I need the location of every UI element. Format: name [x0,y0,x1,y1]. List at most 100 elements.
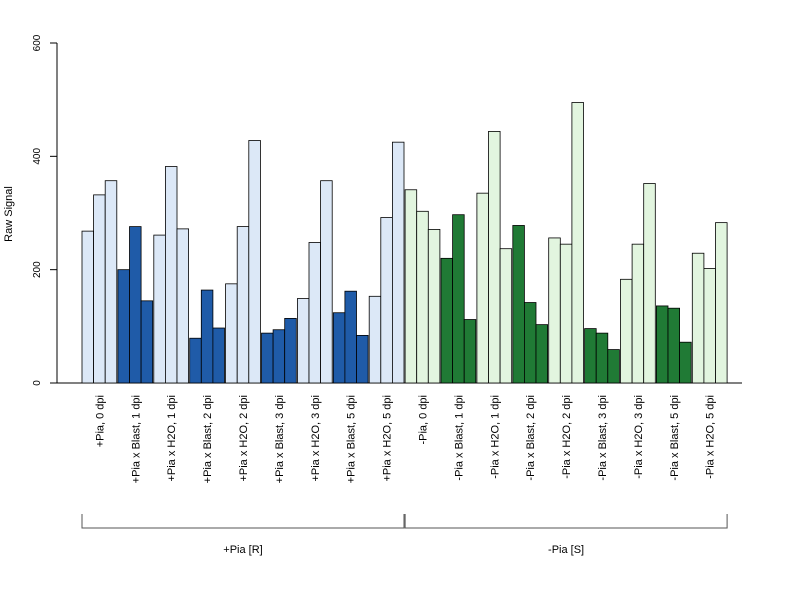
bar [656,305,669,384]
bar [176,228,190,384]
bar [225,283,238,384]
bar-group [225,140,261,384]
category-label: +Pia x H2O, 3 dpi [310,395,322,482]
category-label: +Pia x Blast, 2 dpi [202,395,214,483]
category-label: -Pia x Blast, 1 dpi [453,395,465,481]
bar-group [296,180,333,384]
bar [104,180,118,384]
bar [261,332,274,384]
bar [584,328,597,384]
bar [404,189,418,384]
category-label: +Pia x Blast, 1 dpi [130,395,142,483]
bar [476,192,489,384]
bar [595,332,609,384]
bar [643,183,656,384]
bar [499,248,513,384]
category-label: +Pia x H2O, 5 dpi [382,395,394,482]
bar-group [548,102,584,384]
bar-group [368,141,405,384]
bar [620,278,633,384]
bar [548,237,561,384]
category-label: -Pia x Blast, 3 dpi [597,395,609,481]
bar [691,252,705,384]
y-tick-label: 400 [32,148,43,165]
bar-group [332,290,369,384]
category-label: -Pia, 0 dpi [418,395,430,445]
bar [117,269,130,384]
bar [631,243,645,384]
bar [200,289,214,384]
y-tick-label: 600 [32,34,43,51]
bars [81,102,728,384]
bar [212,327,225,384]
bar-group [261,317,297,384]
bar [535,324,549,384]
y-axis: 0 200 400 600 [32,34,58,386]
bar [667,307,681,384]
bar-group [691,222,728,384]
bar [391,141,405,384]
category-label: -Pia x H2O, 5 dpi [705,395,717,479]
bar [296,298,310,384]
bar [715,222,728,384]
group-label: -Pia [S] [548,544,584,556]
category-label: -Pia x Blast, 2 dpi [525,395,537,481]
bar-group [404,189,441,384]
bar [189,337,202,384]
bar-group [656,305,692,384]
category-label: +Pia x Blast, 3 dpi [274,395,286,483]
bar [427,229,441,384]
bar [284,317,297,384]
category-labels: +Pia, 0 dpi +Pia x Blast, 1 dpi +Pia x H2O… [94,395,716,483]
bar [452,214,465,384]
bar [153,234,166,384]
bar-group [440,214,477,384]
category-label: -Pia x H2O, 3 dpi [633,395,645,479]
bar-group [117,226,154,384]
group-bracket [81,514,405,529]
bar [320,180,333,384]
category-label: +Pia x Blast, 5 dpi [346,395,358,483]
bar [140,300,154,384]
bar [512,225,525,384]
bar [164,166,178,384]
bar [463,319,477,384]
bar [93,194,106,384]
category-label: +Pia x H2O, 2 dpi [238,395,250,482]
bar [703,268,716,384]
category-label: -Pia x Blast, 5 dpi [669,395,681,481]
category-label: +Pia x H2O, 1 dpi [166,395,178,482]
bar-group [189,289,225,384]
y-tick-label: 0 [32,380,43,386]
category-label: -Pia x H2O, 1 dpi [489,395,501,479]
category-label: +Pia, 0 dpi [94,395,106,447]
bar [440,257,454,384]
bar [272,329,286,384]
bar [248,140,261,384]
bar [356,334,369,384]
bar [416,210,429,384]
category-label: -Pia x H2O, 2 dpi [561,395,573,479]
bar [559,243,573,384]
bar-group [512,225,549,384]
bar-group [153,166,190,384]
y-axis-label: Raw Signal [3,186,15,242]
bar [129,226,142,384]
bar [344,290,357,384]
bar [81,230,95,384]
group-label: +Pia [R] [223,544,262,556]
bar [236,226,250,384]
group-brackets: +Pia [R] -Pia [S] [81,514,728,556]
bar [571,102,584,384]
bar [308,242,322,384]
bar [332,312,346,384]
bar [679,341,692,384]
bar [524,302,537,384]
bar [380,217,393,384]
bar-group [476,130,513,384]
bar [368,295,382,384]
bar-group [584,328,620,384]
bar-group [81,180,118,384]
group-bracket [404,514,728,529]
